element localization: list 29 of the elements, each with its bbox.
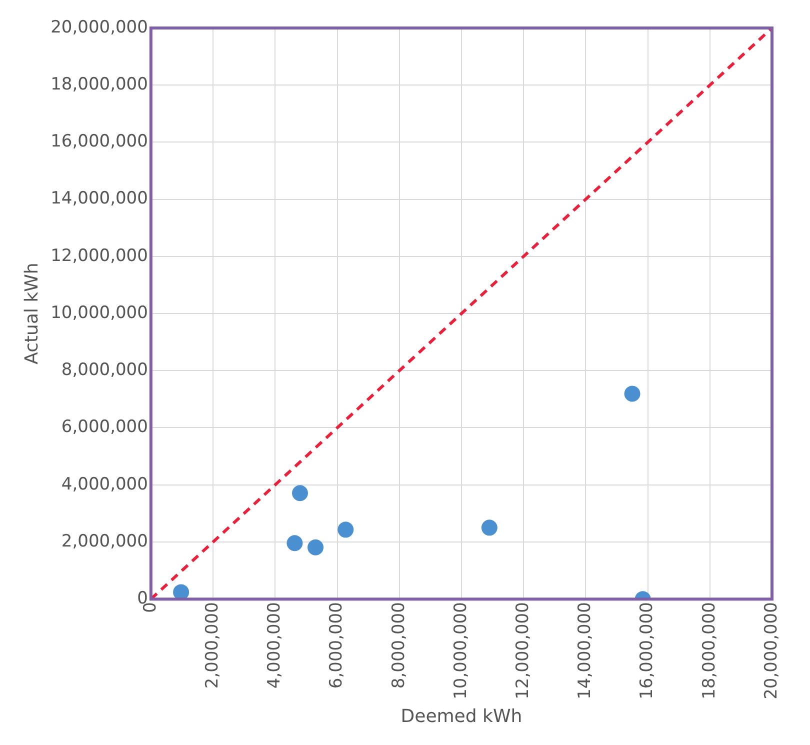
x-tick-label: 16,000,000 [637, 602, 658, 700]
y-tick-label: 12,000,000 [50, 246, 148, 266]
x-tick-label: 8,000,000 [388, 602, 409, 689]
y-axis-title: Actual kWh [21, 262, 42, 364]
y-tick-label: 6,000,000 [61, 417, 148, 438]
x-tick-label: 10,000,000 [450, 602, 471, 700]
y-tick-label: 8,000,000 [61, 360, 148, 380]
y-tick-label: 14,000,000 [50, 188, 148, 209]
y-tick-label: 2,000,000 [61, 531, 148, 552]
y-tick-label: 16,000,000 [50, 132, 148, 152]
x-tick-label: 20,000,000 [761, 602, 782, 700]
x-tick-label: 14,000,000 [575, 602, 596, 700]
point [286, 535, 303, 552]
y-tick-label: 18,000,000 [50, 74, 148, 95]
point [624, 386, 640, 402]
point [308, 539, 324, 556]
x-tick-label: 2,000,000 [202, 602, 222, 689]
y-tick-label: 10,000,000 [50, 302, 148, 323]
x-tick-label: 4,000,000 [264, 602, 285, 689]
x-tick-label: 6,000,000 [326, 602, 347, 689]
y-tick-label: 20,000,000 [50, 17, 148, 38]
y-tick-label: 4,000,000 [61, 474, 148, 494]
x-axis-title: Deemed kWh [400, 706, 522, 727]
x-tick-label: 12,000,000 [512, 602, 533, 700]
x-tick-label: 18,000,000 [699, 602, 720, 700]
point [338, 522, 354, 538]
point [481, 520, 498, 536]
point [292, 485, 308, 502]
point [173, 584, 190, 600]
